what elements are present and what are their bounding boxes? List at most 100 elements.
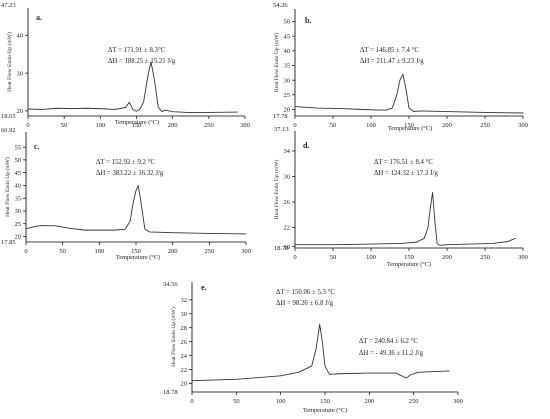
x-tick-label: 0 <box>293 254 296 261</box>
y-tick-label: 30 <box>284 174 291 181</box>
x-tick-label: 150 <box>404 122 414 129</box>
y-axis-label: Heat Flow Endo Up (mW) <box>273 33 280 93</box>
y-tick-label: 24 <box>181 353 188 360</box>
x-tick-label: 100 <box>276 398 286 405</box>
y-tick-label: 19 <box>284 244 291 251</box>
y-axis-label: Heat Flow Endo Up (mW) <box>273 160 280 220</box>
y-tick-label: 25 <box>284 92 291 99</box>
heat-flow-curve <box>294 73 524 114</box>
annotation: ΔH = 98.26 ± 6.8 J/g <box>276 300 334 307</box>
x-tick-label: 100 <box>94 248 104 255</box>
annotation: ΔT = 146.85 ± 7.4 °C <box>360 47 419 54</box>
y-tick-label: 30 <box>284 77 291 84</box>
panel-letter: e. <box>201 283 207 292</box>
x-tick-label: 0 <box>190 398 193 405</box>
x-tick-label: 100 <box>95 122 105 129</box>
y-tick-label: 26 <box>181 339 188 346</box>
annotation: ΔT = 171.91 ± 8.3°C <box>108 47 166 54</box>
x-tick-label: 200 <box>168 248 178 255</box>
x-axis-label: Temperature (°C) <box>303 407 347 414</box>
annotation: ΔH = - 49.36 ± 11.2 J/g <box>359 350 424 357</box>
x-tick-label: 250 <box>409 398 419 405</box>
x-tick-label: 150 <box>404 254 414 261</box>
x-tick-label: 250 <box>480 254 490 261</box>
heat-flow-curve <box>27 61 239 113</box>
x-tick-label: 50 <box>59 248 66 255</box>
x-tick-label: 250 <box>480 122 490 129</box>
x-tick-label: 150 <box>131 248 141 255</box>
panel-c: 0 50 100 150 200 250 300 20 25 30 35 40 45 50 55 60.92 1… <box>1 127 251 261</box>
y-axis-label: Heat Flow Endo Up (mW) <box>6 32 13 92</box>
x-tick-label: 100 <box>366 254 376 261</box>
x-tick-label: 50 <box>233 398 240 405</box>
y-tick-label: 35 <box>15 195 22 202</box>
x-tick-label: 100 <box>366 122 376 129</box>
x-axis-label: Temperature (°C) <box>387 261 431 268</box>
panel-letter: b. <box>305 16 311 25</box>
y-tick-label: 20 <box>17 108 24 115</box>
x-tick-label: 50 <box>330 254 337 261</box>
x-tick-label: 0 <box>293 122 296 129</box>
x-tick-label: 200 <box>364 398 374 405</box>
y-tick-label: 50 <box>284 19 291 26</box>
x-axis-label: Temperature (°C) <box>116 254 160 261</box>
panel-a: 0 50 100 150 200 250 300 20 30 40 47.23 18.65 Heat F… <box>1 2 250 129</box>
y-min-label: 18.78 <box>163 389 178 396</box>
x-tick-label: 250 <box>204 248 214 255</box>
y-tick-label: 22 <box>181 367 188 374</box>
panel-b: 0 50 100 150 200 250 300 20 25 30 35 40 45 50 54.26 17.… <box>273 2 528 132</box>
panel-e: 0 50 100 150 200 250 300 20 22 24 26 28 30 32 34.56 18.… <box>163 281 463 414</box>
y-tick-label: 50 <box>15 157 22 164</box>
heat-flow-curve <box>191 323 450 382</box>
y-tick-label: 22 <box>284 225 291 232</box>
y-min-label: 18.78 <box>274 245 289 252</box>
y-max-label: 47.23 <box>1 2 16 9</box>
annotation: ΔH = 188.25 ± 15.21 J/g <box>108 58 176 65</box>
y-min-label: 17.78 <box>273 113 288 120</box>
panel-letter: a. <box>36 13 42 22</box>
y-tick-label: 30 <box>15 208 22 215</box>
panel-letter: c. <box>34 142 40 151</box>
x-tick-label: 300 <box>518 254 528 261</box>
x-tick-label: 200 <box>442 122 452 129</box>
y-tick-label: 55 <box>15 144 22 151</box>
y-max-label: 37.13 <box>274 126 289 133</box>
annotation: ΔT = 152.92 ± 9.2 °C <box>96 159 155 166</box>
y-tick-label: 20 <box>181 381 188 388</box>
x-axis-label: Temperature (°C) <box>388 125 432 132</box>
annotation: ΔH = 124.32 ± 17.3 J/g <box>374 170 438 177</box>
x-tick-label: 50 <box>61 122 68 129</box>
y-max-label: 60.92 <box>1 127 16 134</box>
panel-letter: d. <box>303 141 309 150</box>
x-tick-label: 0 <box>26 122 29 129</box>
y-tick-label: 35 <box>284 63 291 70</box>
x-tick-label: 300 <box>518 122 528 129</box>
y-tick-label: 30 <box>17 70 24 77</box>
y-tick-label: 30 <box>181 311 188 318</box>
y-tick-label: 45 <box>15 170 22 177</box>
y-tick-label: 26 <box>284 199 291 206</box>
y-axis-label: Heat Flow Endo Up (mW) <box>170 307 177 367</box>
y-tick-label: 40 <box>17 33 24 40</box>
y-min-label: 18.65 <box>1 113 16 120</box>
y-axis-label: Heat Flow Endo Up (mW) <box>4 157 11 217</box>
y-tick-label: 40 <box>284 48 291 55</box>
annotation: ΔT = 240.84 ± 6.2 °C <box>359 338 418 345</box>
x-tick-label: 150 <box>132 122 142 129</box>
y-max-label: 54.26 <box>273 2 288 9</box>
x-tick-label: 200 <box>442 254 452 261</box>
heat-flow-curve <box>25 184 247 235</box>
x-tick-label: 50 <box>330 122 337 129</box>
panel-d: 0 50 100 150 200 250 300 19 22 26 30 34 37.13 18.78 He… <box>273 126 528 268</box>
x-tick-label: 0 <box>24 248 27 255</box>
y-tick-label: 28 <box>181 325 188 332</box>
y-tick-label: 20 <box>284 107 291 114</box>
y-tick-label: 34 <box>284 148 291 155</box>
x-tick-label: 200 <box>168 122 178 129</box>
y-max-label: 34.56 <box>163 281 178 288</box>
x-tick-label: 150 <box>320 398 330 405</box>
y-tick-label: 20 <box>15 234 22 241</box>
x-tick-label: 250 <box>204 122 214 129</box>
